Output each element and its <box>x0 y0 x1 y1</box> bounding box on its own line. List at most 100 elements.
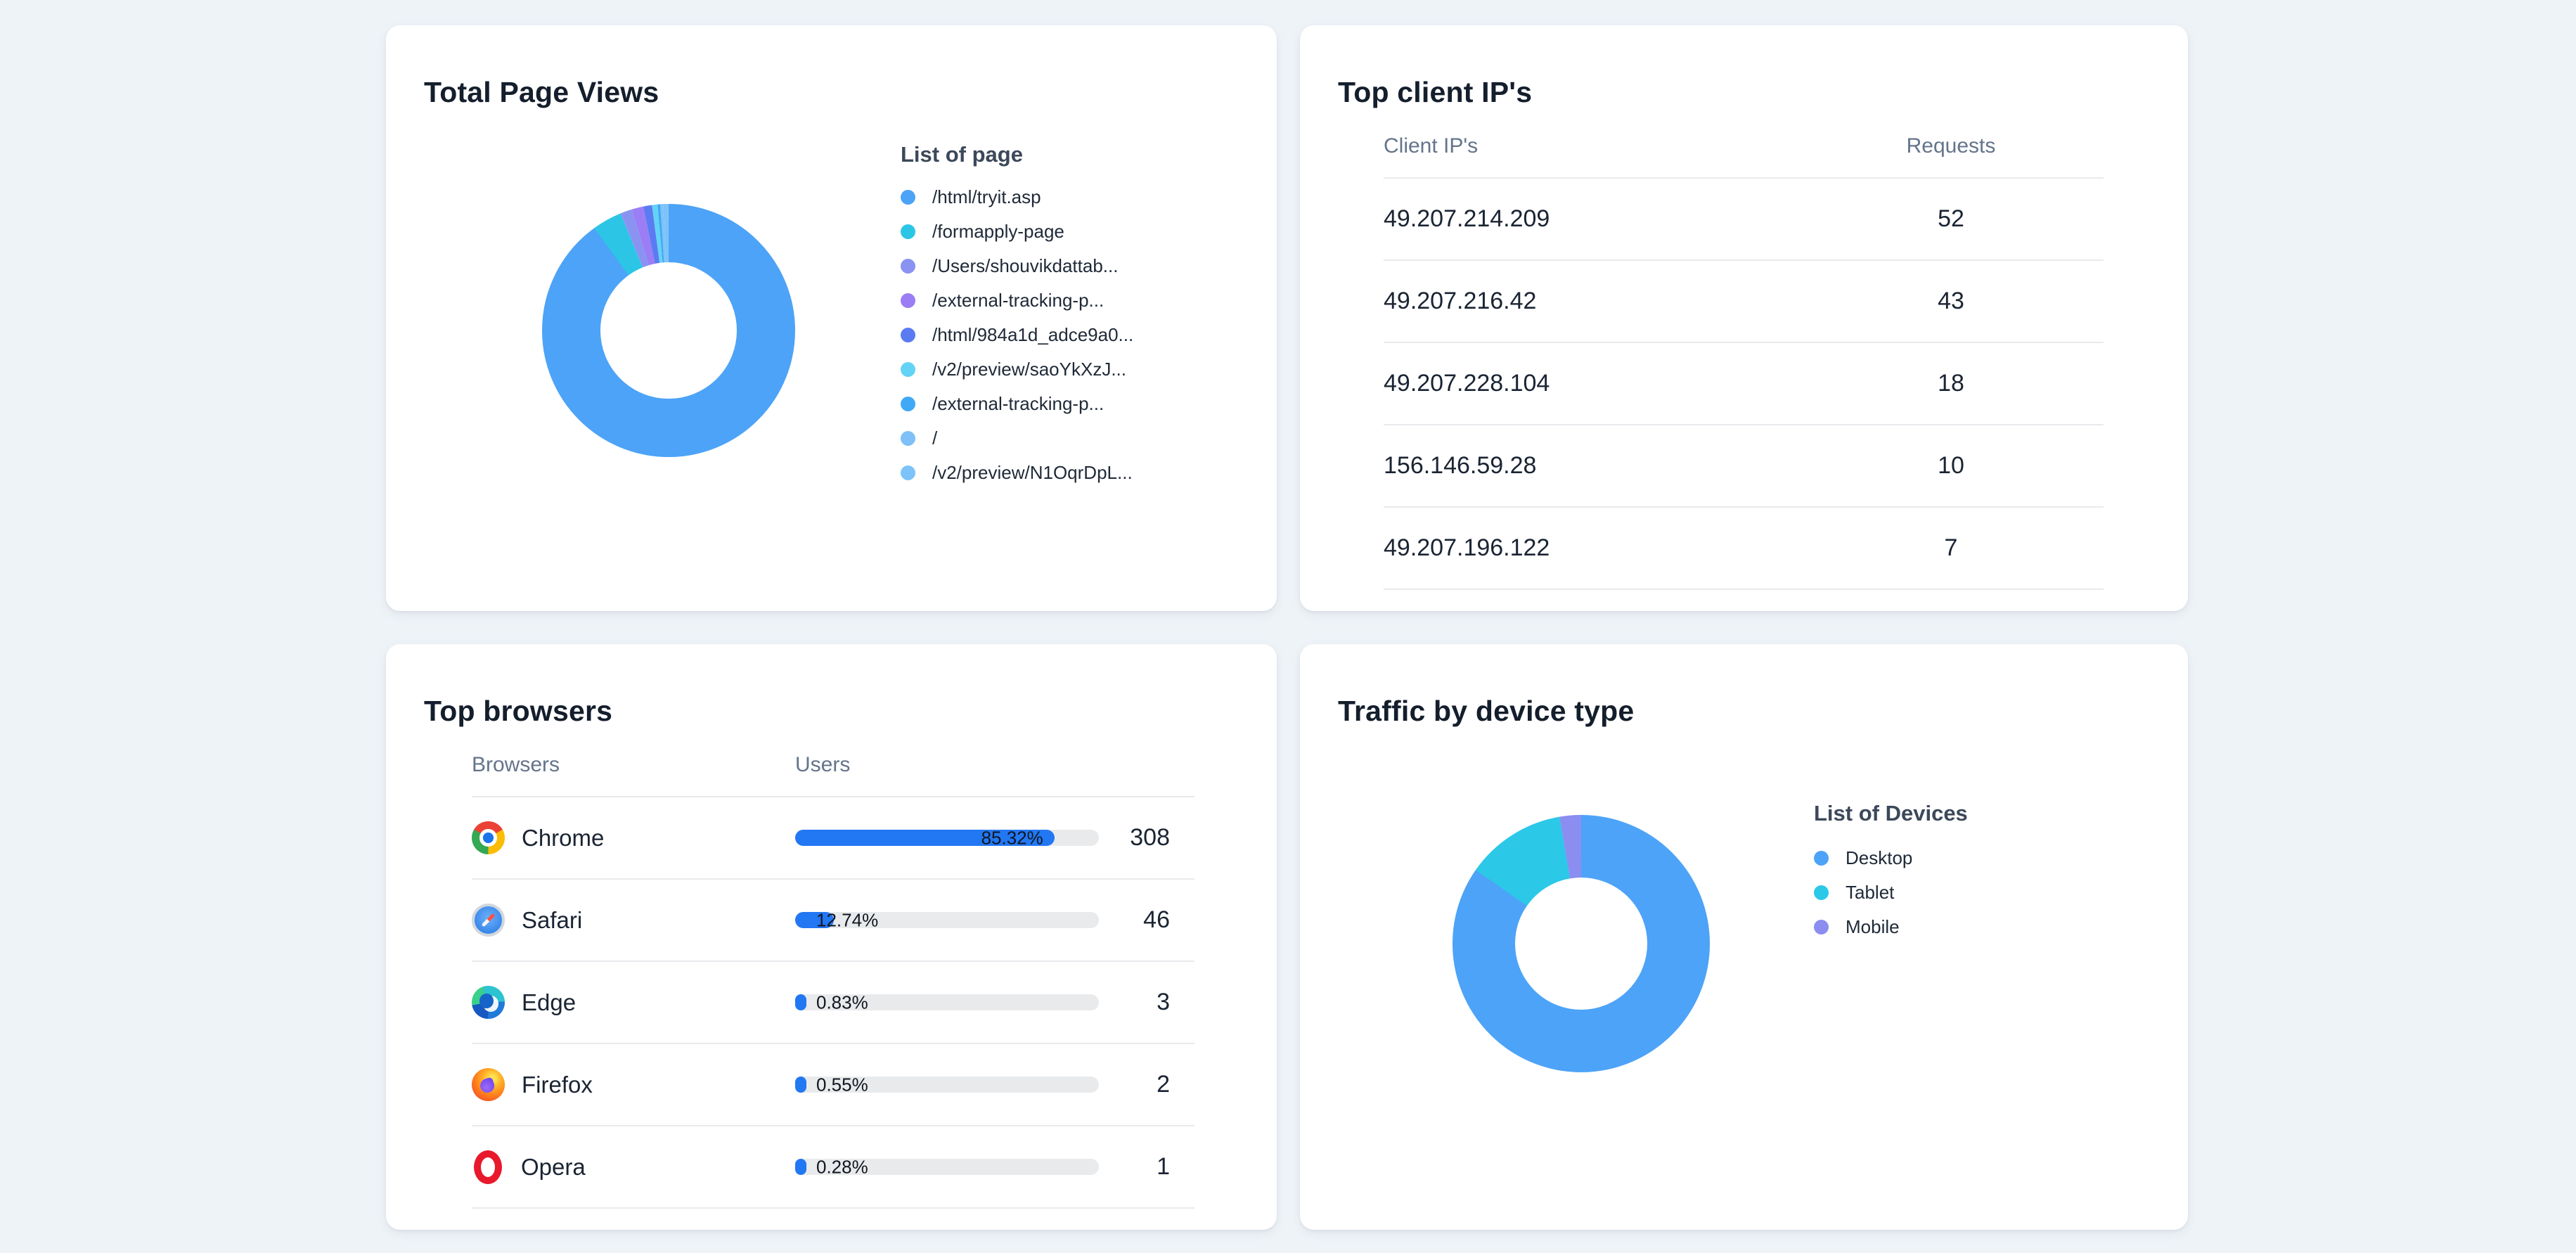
client-ip-row: 49.207.216.42 43 <box>1384 261 2104 343</box>
legend-label: /html/984a1d_adce9a0... <box>932 324 1134 345</box>
client-ip-value: 49.207.196.122 <box>1384 534 1550 561</box>
devices-donut-chart[interactable] <box>1453 815 1710 1072</box>
client-ips-table-body: 49.207.214.209 52 49.207.216.42 43 49.207.22… <box>1384 179 2104 590</box>
progress-bar-percent-label: 85.32% <box>981 827 1043 848</box>
browsers-table-body: Chrome 85.32% 308 Safari 12.74% 46 Edge 0.83% 3 F… <box>472 797 1194 1209</box>
client-ip-value: 49.207.214.209 <box>1384 205 1550 232</box>
opera-icon <box>474 1150 502 1184</box>
legend-item[interactable]: Desktop <box>1814 841 1968 875</box>
legend-item[interactable]: /Users/shouvikdattab... <box>901 249 1133 283</box>
page-views-donut-chart[interactable] <box>542 204 795 457</box>
browser-name: Safari <box>522 906 583 933</box>
requests-value: 43 <box>1938 288 1964 314</box>
legend-item[interactable]: Mobile <box>1814 910 1968 944</box>
client-ip-row: 156.146.59.28 10 <box>1384 425 2104 508</box>
legend-item[interactable]: Tablet <box>1814 875 1968 910</box>
legend-item[interactable]: /external-tracking-p... <box>901 387 1133 421</box>
donut-slice-2[interactable] <box>542 204 795 457</box>
browser-users-value: 2 <box>1157 1071 1170 1098</box>
users-bar-cell: 0.55% <box>795 1074 1099 1095</box>
requests-value: 52 <box>1938 205 1964 232</box>
firefox-icon <box>472 1068 505 1101</box>
legend-label: Desktop <box>1846 847 1913 868</box>
devices-legend: List of Devices Desktop Tablet Mobile <box>1814 797 1968 944</box>
legend-item[interactable]: / <box>901 421 1133 456</box>
legend-label: Tablet <box>1846 882 1895 903</box>
client-ip-value: 49.207.216.42 <box>1384 288 1537 314</box>
column-header-client-ips: Client IP's <box>1384 134 1479 158</box>
page-views-title: Total Page Views <box>424 76 659 108</box>
browsers-table-header: Browsers Users <box>472 734 1194 797</box>
browser-row: Opera 0.28% 1 <box>472 1126 1194 1209</box>
progress-bar-percent-label: 0.83% <box>816 991 868 1013</box>
legend-dot-icon <box>901 431 915 446</box>
card-total-page-views: Total Page Views List of page /html/tryi… <box>386 25 1277 611</box>
page-views-legend-items: /html/tryit.asp/formapply-page/Users/sho… <box>901 180 1133 490</box>
card-top-client-ips: Top client IP's Client IP's Requests 49.… <box>1300 25 2188 611</box>
legend-item[interactable]: /v2/preview/N1OqrDpL... <box>901 456 1133 490</box>
progress-bar-track: 85.32% <box>795 827 1099 848</box>
browser-name-cell: Safari <box>472 904 795 937</box>
legend-dot-icon <box>901 259 915 274</box>
browser-name: Opera <box>521 1153 586 1180</box>
donut-slice-0[interactable] <box>542 204 795 457</box>
progress-bar-fill <box>795 994 806 1010</box>
edge-icon <box>472 986 505 1019</box>
users-bar-cell: 85.32% <box>795 827 1099 848</box>
browser-name-cell: Firefox <box>472 1068 795 1101</box>
browsers-table: Browsers Users Chrome 85.32% 308 Safari 12.7… <box>472 734 1194 1209</box>
users-bar-cell: 12.74% <box>795 909 1099 930</box>
donut-slice-4[interactable] <box>542 204 795 457</box>
legend-dot-icon <box>901 465 915 480</box>
column-header-users: Users <box>795 753 851 776</box>
client-ips-table: Client IP's Requests 49.207.214.209 52 49.… <box>1384 115 2104 590</box>
legend-item[interactable]: /html/tryit.asp <box>901 180 1133 214</box>
donut-slice-1[interactable] <box>542 204 795 457</box>
page-views-legend-title: List of page <box>901 142 1023 167</box>
users-bar-cell: 0.83% <box>795 991 1099 1013</box>
legend-label: / <box>932 428 938 449</box>
browser-users-value: 1 <box>1157 1153 1170 1180</box>
devices-legend-title: List of Devices <box>1814 801 1968 825</box>
progress-bar-track: 0.55% <box>795 1074 1099 1095</box>
donut-slice-7[interactable] <box>542 204 795 457</box>
browser-users-value: 46 <box>1143 906 1170 933</box>
legend-dot-icon <box>901 362 915 377</box>
client-ip-row: 49.207.228.104 18 <box>1384 343 2104 425</box>
requests-value: 10 <box>1938 452 1964 479</box>
donut-slice-0[interactable] <box>1453 815 1710 1072</box>
legend-item[interactable]: /external-tracking-p... <box>901 283 1133 318</box>
legend-label: /external-tracking-p... <box>932 393 1105 414</box>
column-header-browsers: Browsers <box>472 753 560 776</box>
browser-users-value: 3 <box>1157 989 1170 1015</box>
client-ip-row: 49.207.196.122 7 <box>1384 508 2104 590</box>
progress-bar-track: 12.74% <box>795 909 1099 930</box>
browser-name: Firefox <box>522 1071 593 1098</box>
progress-bar-fill <box>795 912 835 928</box>
legend-dot-icon <box>1814 885 1829 900</box>
legend-label: /external-tracking-p... <box>932 290 1105 311</box>
legend-item[interactable]: /formapply-page <box>901 214 1133 249</box>
client-ips-table-header: Client IP's Requests <box>1384 115 2104 179</box>
client-ip-row: 49.207.214.209 52 <box>1384 179 2104 261</box>
client-ips-title: Top client IP's <box>1338 76 1533 108</box>
devices-legend-items: Desktop Tablet Mobile <box>1814 841 1968 944</box>
progress-bar-track: 0.28% <box>795 1156 1099 1177</box>
progress-bar-fill <box>795 830 1055 846</box>
legend-item[interactable]: /v2/preview/saoYkXzJ... <box>901 352 1133 387</box>
legend-dot-icon <box>1814 851 1829 866</box>
progress-bar-fill <box>795 1159 806 1175</box>
devices-title: Traffic by device type <box>1338 695 1635 727</box>
browser-row: Firefox 0.55% 2 <box>472 1044 1194 1126</box>
safari-icon <box>472 904 505 937</box>
donut-slice-8[interactable] <box>542 204 795 457</box>
browser-row: Safari 12.74% 46 <box>472 880 1194 962</box>
legend-label: /Users/shouvikdattab... <box>932 255 1119 276</box>
legend-item[interactable]: /html/984a1d_adce9a0... <box>901 318 1133 352</box>
progress-bar-percent-label: 0.28% <box>816 1156 868 1177</box>
users-bar-cell: 0.28% <box>795 1156 1099 1177</box>
browser-name-cell: Opera <box>472 1150 795 1184</box>
browser-users-value: 308 <box>1130 824 1170 851</box>
progress-bar-percent-label: 0.55% <box>816 1074 868 1095</box>
